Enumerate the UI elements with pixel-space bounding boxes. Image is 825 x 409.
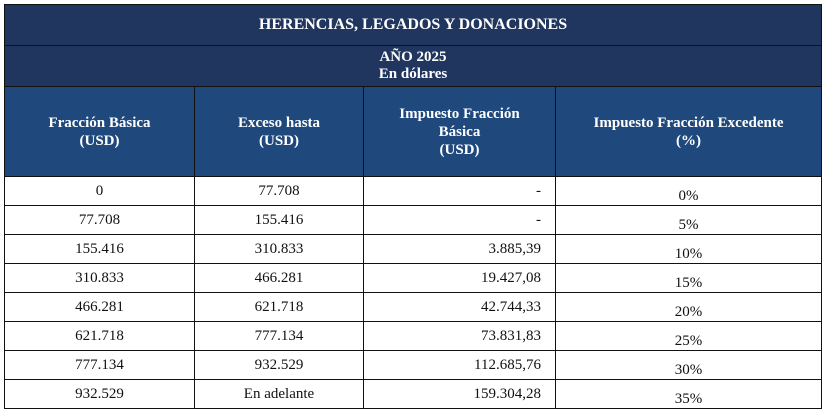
cell-exceso-hasta: En adelante bbox=[194, 379, 364, 409]
table-subtitle: AÑO 2025 En dólares bbox=[3, 45, 823, 87]
cell-fraccion-basica: 777.134 bbox=[4, 350, 195, 380]
cell-exceso-hasta: 77.708 bbox=[194, 176, 364, 206]
cell-exceso-hasta: 932.529 bbox=[194, 350, 364, 380]
table-row: 777.134 932.529 112.685,76 30% bbox=[4, 350, 823, 380]
cell-impuesto-fraccion-basica: 159.304,28 bbox=[363, 379, 556, 409]
cell-impuesto-fraccion-basica: 3.885,39 bbox=[363, 234, 556, 264]
cell-impuesto-excedente: 5% bbox=[554, 205, 823, 235]
cell-fraccion-basica: 77.708 bbox=[4, 205, 195, 235]
cell-impuesto-excedente: 10% bbox=[554, 234, 823, 264]
cell-exceso-hasta: 621.718 bbox=[194, 292, 364, 322]
cell-impuesto-excedente: 30% bbox=[554, 350, 823, 380]
cell-impuesto-fraccion-basica: 112.685,76 bbox=[363, 350, 556, 380]
cell-fraccion-basica: 932.529 bbox=[4, 379, 195, 409]
header-fraccion-basica: Fracción Básica (USD) bbox=[4, 86, 195, 177]
cell-impuesto-fraccion-basica: 42.744,33 bbox=[363, 292, 556, 322]
cell-impuesto-fraccion-basica: - bbox=[363, 176, 556, 206]
cell-fraccion-basica: 0 bbox=[4, 176, 195, 206]
cell-impuesto-excedente: 0% bbox=[554, 176, 823, 206]
cell-impuesto-fraccion-basica: 19.427,08 bbox=[363, 263, 556, 293]
table-row: 77.708 155.416-5% bbox=[4, 205, 823, 235]
header-impuesto-fraccion-excedente: Impuesto Fracción Excedente (%) bbox=[554, 86, 823, 177]
tax-table: HERENCIAS, LEGADOS Y DONACIONES AÑO 2025… bbox=[3, 4, 823, 409]
header-exceso-hasta: Exceso hasta (USD) bbox=[194, 86, 364, 177]
cell-fraccion-basica: 466.281 bbox=[4, 292, 195, 322]
header-impuesto-fraccion-basica: Impuesto Fracción Básica (USD) bbox=[363, 86, 556, 177]
cell-impuesto-fraccion-basica: 73.831,83 bbox=[363, 321, 556, 351]
cell-exceso-hasta: 155.416 bbox=[194, 205, 364, 235]
unit-label: En dólares bbox=[378, 66, 448, 82]
cell-exceso-hasta: 310.833 bbox=[194, 234, 364, 264]
year-label: AÑO 2025 bbox=[379, 49, 447, 65]
table-row: 0 77.708-0% bbox=[4, 176, 823, 206]
cell-impuesto-fraccion-basica: - bbox=[363, 205, 556, 235]
cell-fraccion-basica: 155.416 bbox=[4, 234, 195, 264]
cell-fraccion-basica: 621.718 bbox=[4, 321, 195, 351]
cell-exceso-hasta: 466.281 bbox=[194, 263, 364, 293]
table-title: HERENCIAS, LEGADOS Y DONACIONES bbox=[3, 4, 823, 46]
table-row: 932.529 En adelante 159.304,28 35% bbox=[4, 379, 823, 409]
cell-impuesto-excedente: 35% bbox=[554, 379, 823, 409]
cell-impuesto-excedente: 25% bbox=[554, 321, 823, 351]
cell-exceso-hasta: 777.134 bbox=[194, 321, 364, 351]
table-row: 155.416 310.833 3.885,39 10% bbox=[4, 234, 823, 264]
table-row: 466.281 621.718 42.744,33 20% bbox=[4, 292, 823, 322]
table-row: 310.833 466.281 19.427,08 15% bbox=[4, 263, 823, 293]
cell-fraccion-basica: 310.833 bbox=[4, 263, 195, 293]
table-row: 621.718 777.134 73.831,83 25% bbox=[4, 321, 823, 351]
cell-impuesto-excedente: 20% bbox=[554, 292, 823, 322]
cell-impuesto-excedente: 15% bbox=[554, 263, 823, 293]
